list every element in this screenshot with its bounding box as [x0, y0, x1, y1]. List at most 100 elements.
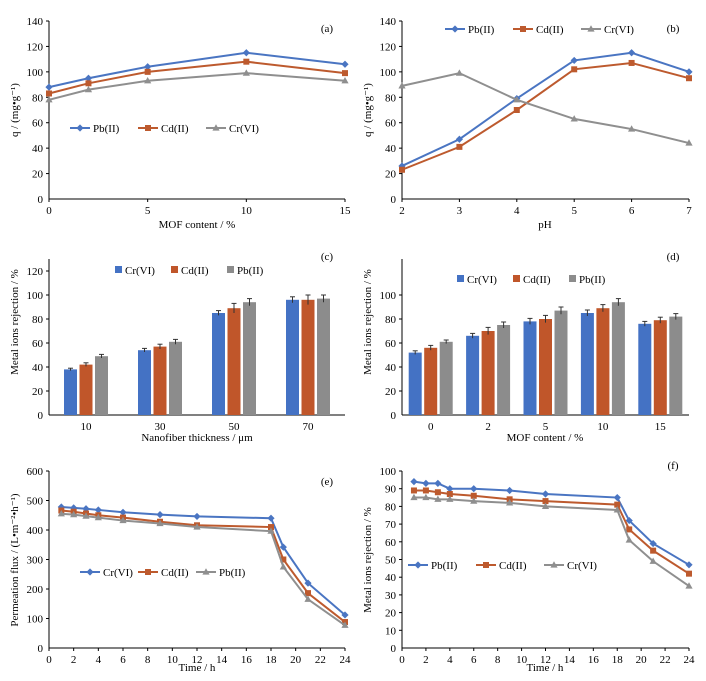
data-point	[243, 58, 250, 65]
legend-swatch	[569, 275, 576, 282]
x-axis-label: pH	[538, 219, 552, 231]
panel-label: (e)	[321, 476, 334, 488]
y-tick-label: 60	[385, 338, 397, 350]
data-point	[279, 543, 287, 551]
legend-marker	[483, 562, 489, 568]
data-point	[410, 478, 418, 486]
bar	[227, 308, 241, 415]
bar	[669, 316, 683, 415]
y-tick-label: 500	[27, 496, 44, 508]
y-tick-label: 60	[385, 118, 397, 130]
bar	[212, 313, 225, 415]
x-tick-label: 8	[145, 654, 151, 666]
x-tick-label: 0	[428, 421, 434, 433]
data-point	[82, 512, 90, 519]
bar	[286, 299, 299, 415]
data-point	[280, 556, 287, 563]
data-point	[341, 621, 349, 628]
y-tick-label: 30	[385, 590, 397, 602]
y-tick-label: 80	[32, 314, 44, 326]
y-tick-label: 400	[27, 525, 44, 537]
data-point	[455, 69, 463, 76]
legend-label: Cr(VI)	[229, 123, 259, 135]
data-point	[156, 519, 164, 527]
data-point	[422, 479, 430, 487]
bar	[554, 310, 568, 415]
data-point	[686, 570, 692, 577]
legend-label: Pb(II)	[93, 123, 120, 135]
y-tick-label: 300	[27, 555, 44, 567]
data-point	[156, 511, 164, 519]
x-axis-label: MOF content / %	[507, 432, 584, 444]
legend-label: Cr(VI)	[125, 265, 155, 277]
bar	[653, 320, 667, 415]
x-tick-label: 10	[597, 421, 609, 433]
legend-marker	[587, 25, 595, 32]
x-tick-label: 15	[655, 421, 667, 433]
legend-marker	[451, 25, 459, 33]
y-tick-label: 40	[32, 362, 44, 374]
data-point	[45, 96, 53, 103]
x-tick-label: 18	[266, 654, 278, 666]
data-point	[650, 547, 657, 554]
data-point	[268, 524, 274, 531]
y-tick-label: 0	[38, 643, 44, 655]
x-tick-label: 5	[145, 205, 151, 217]
data-point	[649, 557, 657, 564]
legend-label: Pb(II)	[431, 560, 458, 572]
y-tick-label: 70	[385, 519, 397, 531]
data-point	[446, 485, 454, 493]
legend-label: Cd(II)	[181, 265, 209, 277]
y-tick-label: 100	[27, 290, 44, 302]
bar	[408, 352, 422, 415]
y-tick-label: 0	[391, 643, 397, 655]
x-tick-label: 6	[120, 654, 126, 666]
x-tick-label: 14	[564, 654, 576, 666]
y-tick-label: 60	[385, 537, 397, 549]
x-tick-label: 5	[543, 421, 549, 433]
data-point	[446, 491, 453, 498]
data-point	[70, 510, 78, 518]
data-point	[470, 485, 478, 493]
y-tick-label: 600	[27, 466, 44, 478]
y-tick-label: 80	[32, 92, 44, 104]
x-tick-label: 15	[340, 205, 352, 217]
data-point	[455, 135, 463, 143]
chart-panel-b: 0 20 40 60 80 100 120 140 q / (mg•g⁻¹) pH (b) 2 3 4 5 6…	[362, 16, 693, 231]
data-point	[625, 516, 633, 525]
y-axis-label: q / (mg•g⁻¹)	[9, 83, 21, 137]
data-point	[685, 561, 693, 569]
data-point	[119, 508, 127, 516]
data-point	[685, 68, 693, 76]
series-line	[61, 505, 346, 616]
y-tick-label: 20	[32, 386, 44, 398]
legend-marker	[76, 124, 84, 132]
x-tick-label: 10	[516, 654, 528, 666]
data-point	[267, 527, 275, 534]
legend-label: Pb(II)	[219, 567, 246, 579]
bar	[539, 319, 552, 415]
data-point	[410, 487, 417, 494]
data-point	[422, 487, 429, 494]
legend-marker	[414, 561, 422, 569]
y-tick-label: 100	[27, 614, 44, 626]
legend-label: Cr(VI)	[467, 274, 497, 286]
data-point	[242, 49, 250, 57]
y-tick-label: 80	[385, 314, 397, 326]
x-tick-label: 4	[96, 654, 102, 666]
bar	[638, 323, 652, 415]
panel-label: (f)	[668, 460, 679, 472]
data-point	[398, 82, 406, 89]
x-tick-label: 22	[315, 654, 326, 666]
data-point	[685, 582, 693, 589]
bar	[596, 308, 610, 415]
legend-marker	[520, 26, 526, 32]
y-tick-label: 20	[385, 169, 397, 181]
legend-label: Cd(II)	[536, 24, 564, 36]
y-axis-label: Metal ions rejection / %	[362, 507, 374, 613]
data-point	[686, 75, 692, 82]
data-point	[628, 49, 636, 57]
